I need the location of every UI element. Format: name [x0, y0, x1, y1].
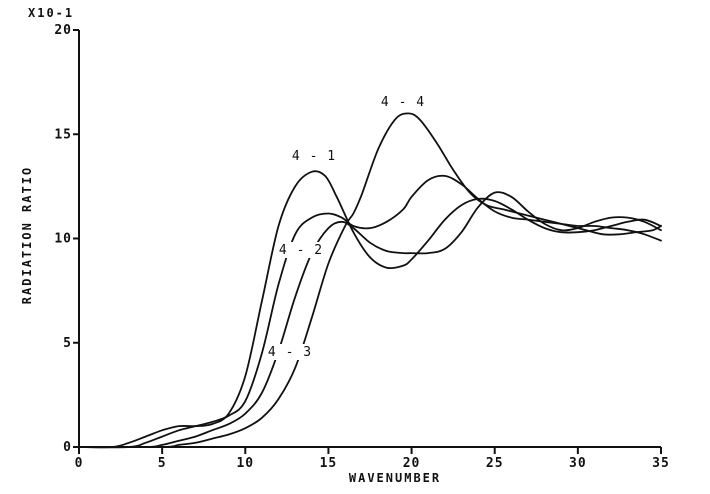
x-tick-label: 25	[486, 456, 504, 471]
x-tick-label: 30	[569, 456, 587, 471]
x-tick-label: 0	[75, 456, 84, 471]
x-tick-label: 20	[403, 456, 421, 471]
series-line-4-2	[78, 174, 662, 449]
y-axis-title: RADIATION RATIO	[20, 166, 34, 304]
x-tick-label: 15	[320, 456, 338, 471]
x-tick-label: 10	[236, 456, 254, 471]
series-layer	[78, 112, 662, 449]
series-label-4-4: 4 - 4	[381, 95, 425, 110]
y-tick-label: 15	[54, 127, 72, 142]
ticks: 0 5 10 15 20 25 30 35 0 5 10 15 20	[54, 23, 670, 471]
series-line-4-3	[78, 191, 662, 449]
axes	[78, 30, 661, 448]
x-axis-title: WAVENUMBER	[349, 471, 441, 485]
series-label-mask	[271, 344, 309, 360]
y-tick-label: 5	[63, 336, 72, 351]
labels-layer: 4 - 1 4 - 2 4 - 3 4 - 4	[268, 95, 425, 360]
series-label-4-2: 4 - 2	[279, 243, 323, 258]
series-label-4-1: 4 - 1	[292, 149, 336, 164]
x-tick-label: 35	[652, 456, 670, 471]
series-label-mask	[282, 242, 320, 258]
y-axis-multiplier: X10-1	[28, 6, 74, 20]
series-label-4-3: 4 - 3	[268, 345, 312, 360]
y-tick-label: 20	[54, 23, 72, 38]
x-tick-label: 5	[158, 456, 167, 471]
series-line-4-1	[78, 170, 662, 449]
y-tick-label: 0	[63, 440, 72, 455]
y-tick-label: 10	[54, 232, 72, 247]
series-line-4-4	[78, 112, 662, 449]
